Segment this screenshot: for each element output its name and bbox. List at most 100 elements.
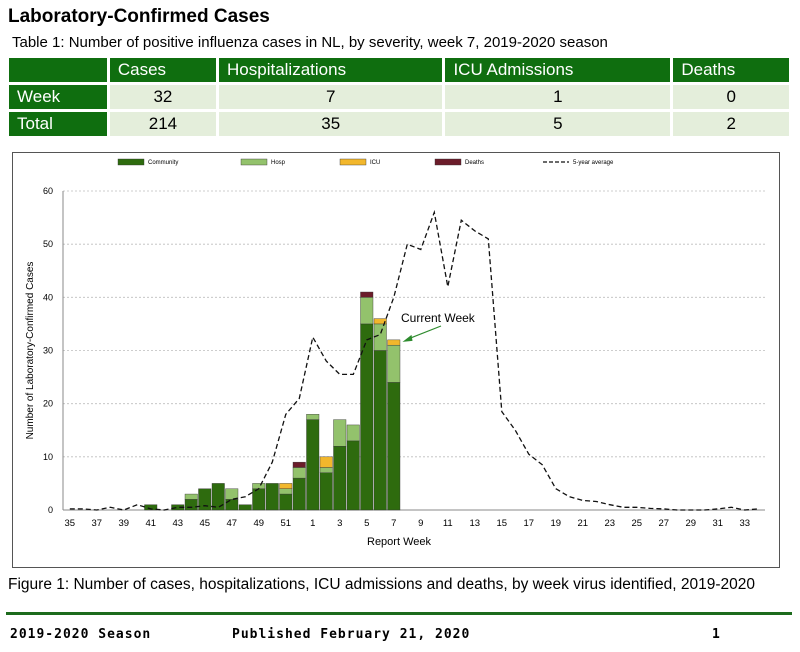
severity-table: Cases Hospitalizations ICU Admissions De… [6, 55, 792, 139]
bar-segment-community [373, 350, 387, 511]
bar-segment-hosp [319, 467, 333, 473]
y-tick-label: 10 [43, 452, 53, 462]
bar-segment-icu [387, 339, 401, 346]
x-tick-label: 51 [280, 518, 291, 529]
footer-divider [6, 612, 792, 615]
x-tick-label: 11 [443, 518, 453, 529]
bar-segment-community [346, 440, 360, 511]
bar-segment-hosp [360, 297, 374, 325]
bar-segment-icu [279, 483, 293, 489]
bar-segment-hosp [373, 323, 387, 351]
page-title: Laboratory-Confirmed Cases [8, 6, 270, 27]
column-header-cases: Cases [109, 58, 217, 82]
bar-segment-hosp [306, 414, 320, 420]
annotation-current-week: Current Week [401, 311, 476, 325]
x-tick-label: 23 [604, 518, 615, 529]
x-tick-label: 37 [91, 518, 102, 529]
x-tick-label: 33 [739, 518, 750, 529]
bar-segment-hosp [346, 424, 360, 442]
column-header-deaths: Deaths [673, 58, 789, 82]
bar-segment-community [306, 419, 320, 511]
annotation-arrow-line [408, 325, 442, 340]
legend-swatch-community [117, 158, 145, 166]
bar-segment-community [225, 499, 239, 511]
x-tick-label: 5 [364, 518, 369, 529]
y-tick-label: 50 [43, 239, 53, 249]
footer-page-number: 1 [712, 627, 721, 642]
legend-label: ICU [370, 160, 380, 166]
bar-segment-deaths [360, 291, 374, 298]
table-cell: 2 [673, 112, 789, 136]
table-corner-cell [9, 58, 107, 82]
column-header-icu: ICU Admissions [445, 58, 671, 82]
y-tick-label: 0 [48, 505, 53, 515]
legend-label: Deaths [465, 160, 484, 166]
x-tick-label: 45 [199, 518, 210, 529]
x-tick-label: 43 [172, 518, 183, 529]
five-year-average-line [69, 209, 759, 511]
bar-segment-community [292, 477, 306, 511]
bar-segment-community [238, 504, 252, 511]
footer-season: 2019-2020 Season [10, 627, 152, 642]
bar-segment-community [184, 499, 198, 511]
bar-segment-community [252, 488, 266, 511]
bar-segment-community [265, 483, 279, 511]
x-tick-label: 7 [391, 518, 396, 529]
x-tick-label: 41 [145, 518, 156, 529]
bar-segment-icu [373, 318, 387, 325]
table-cell: 7 [219, 85, 443, 109]
x-tick-label: 21 [577, 518, 588, 529]
footer-published: Published February 21, 2020 [232, 627, 471, 642]
x-tick-label: 47 [226, 518, 237, 529]
x-tick-label: 3 [337, 518, 342, 529]
legend-swatch-hosp [240, 158, 268, 166]
table-caption: Table 1: Number of positive influenza ca… [12, 34, 608, 51]
x-axis-title: Report Week [367, 536, 431, 548]
bar-segment-hosp [279, 488, 293, 495]
x-tick-label: 35 [64, 518, 75, 529]
figure-caption: Figure 1: Number of cases, hospitalizati… [8, 576, 755, 593]
bar-segment-community [333, 446, 347, 511]
bar-segment-community [198, 488, 212, 511]
y-tick-label: 20 [43, 399, 53, 409]
y-axis-title: Number of Laboratory-Confirmed Cases [25, 262, 36, 440]
bar-segment-community [387, 382, 401, 511]
row-label-week: Week [9, 85, 107, 109]
table-cell: 214 [109, 112, 217, 136]
table-cell: 5 [445, 112, 671, 136]
bar-segment-icu [319, 456, 333, 468]
legend-swatch-icu [339, 158, 367, 166]
bar-segment-community [211, 483, 225, 511]
bar-segment-hosp [292, 467, 306, 479]
legend-swatch-deaths [434, 158, 462, 166]
x-tick-label: 31 [712, 518, 723, 529]
x-tick-label: 15 [496, 518, 507, 529]
row-label-total: Total [9, 112, 107, 136]
x-tick-label: 27 [658, 518, 669, 529]
x-tick-label: 1 [310, 518, 315, 529]
bar-segment-hosp [333, 419, 347, 447]
x-tick-label: 9 [418, 518, 423, 529]
table-header-row: Cases Hospitalizations ICU Admissions De… [9, 58, 789, 82]
x-tick-label: 39 [118, 518, 129, 529]
x-tick-label: 29 [685, 518, 696, 529]
table-row: Total 214 35 5 2 [9, 112, 789, 136]
legend-label: 5-year average [573, 160, 614, 166]
legend-label: Community [148, 160, 178, 166]
bar-segment-community [319, 472, 333, 511]
chart-container: 0 10 20 30 40 50 60 35 37 39 41 43 45 47 49 51 1 3 5 7 9 11 13… [12, 152, 780, 568]
bar-segment-community [279, 493, 293, 511]
table-cell: 1 [445, 85, 671, 109]
bar-segment-hosp [184, 493, 198, 500]
table-row: Week 32 7 1 0 [9, 85, 789, 109]
legend-label: Hosp [271, 160, 286, 166]
y-tick-label: 60 [43, 186, 53, 196]
bar-segment-deaths [292, 461, 306, 468]
bar-segment-hosp [225, 488, 239, 500]
x-tick-label: 13 [469, 518, 480, 529]
x-tick-label: 17 [523, 518, 534, 529]
table-cell: 0 [673, 85, 789, 109]
x-tick-label: 49 [253, 518, 264, 529]
table-cell: 35 [219, 112, 443, 136]
